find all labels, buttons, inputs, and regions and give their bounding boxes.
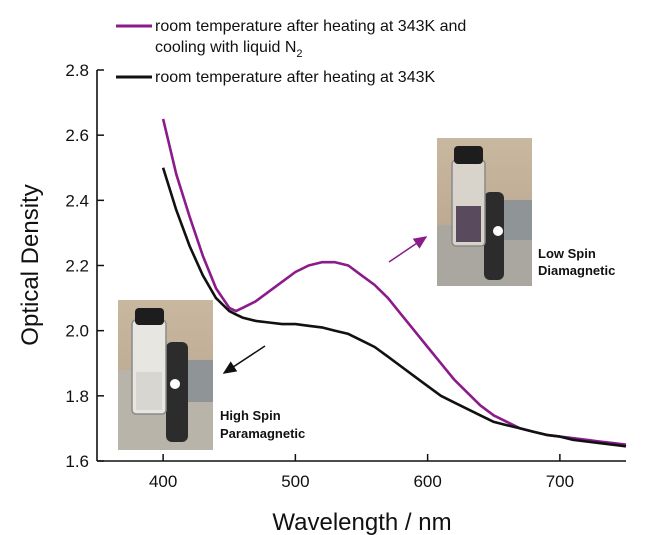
legend: room temperature after heating at 343K a… (116, 18, 466, 86)
y-axis-title: Optical Density (17, 184, 44, 345)
series-layer (161, 118, 627, 448)
y-tick-label: 1.8 (65, 387, 89, 406)
high-spin-annotation: High Spin Paramagnetic (220, 345, 305, 441)
x-tick-label: 400 (149, 472, 177, 491)
low-spin-arrow (388, 236, 428, 263)
series-line-purple (161, 118, 627, 446)
x-tick-label: 600 (413, 472, 441, 491)
high-spin-arrow (222, 345, 266, 374)
high-spin-label-line1: High Spin (220, 408, 281, 423)
y-ticks: 1.6 1.8 2.0 2.2 2.4 2.6 2.8 (65, 61, 104, 471)
x-tick-label: 500 (281, 472, 309, 491)
low-spin-annotation: Low Spin Diamagnetic (388, 236, 615, 278)
axes: 1.6 1.8 2.0 2.2 2.4 2.6 2.8 400 500 600 700 (65, 61, 626, 491)
low-spin-photo (437, 138, 532, 286)
high-spin-photo (118, 300, 213, 450)
low-spin-label-line2: Diamagnetic (538, 263, 615, 278)
high-spin-label-line2: Paramagnetic (220, 426, 305, 441)
x-tick-label: 700 (546, 472, 574, 491)
y-tick-label: 2.4 (65, 191, 89, 210)
y-tick-label: 2.8 (65, 61, 89, 80)
legend-label-purple-line1: room temperature after heating at 343K a… (155, 18, 466, 35)
legend-label-black: room temperature after heating at 343K (155, 69, 435, 86)
y-tick-label: 1.6 (65, 452, 89, 471)
x-ticks: 400 500 600 700 (149, 454, 574, 491)
x-axis-title: Wavelength / nm (272, 509, 451, 535)
legend-label-purple-line2: cooling with liquid N2 (155, 39, 303, 60)
y-tick-label: 2.2 (65, 257, 89, 276)
y-tick-label: 2.6 (65, 126, 89, 145)
y-tick-label: 2.0 (65, 322, 89, 341)
series-line-black (161, 167, 627, 448)
low-spin-label-line1: Low Spin (538, 246, 596, 261)
